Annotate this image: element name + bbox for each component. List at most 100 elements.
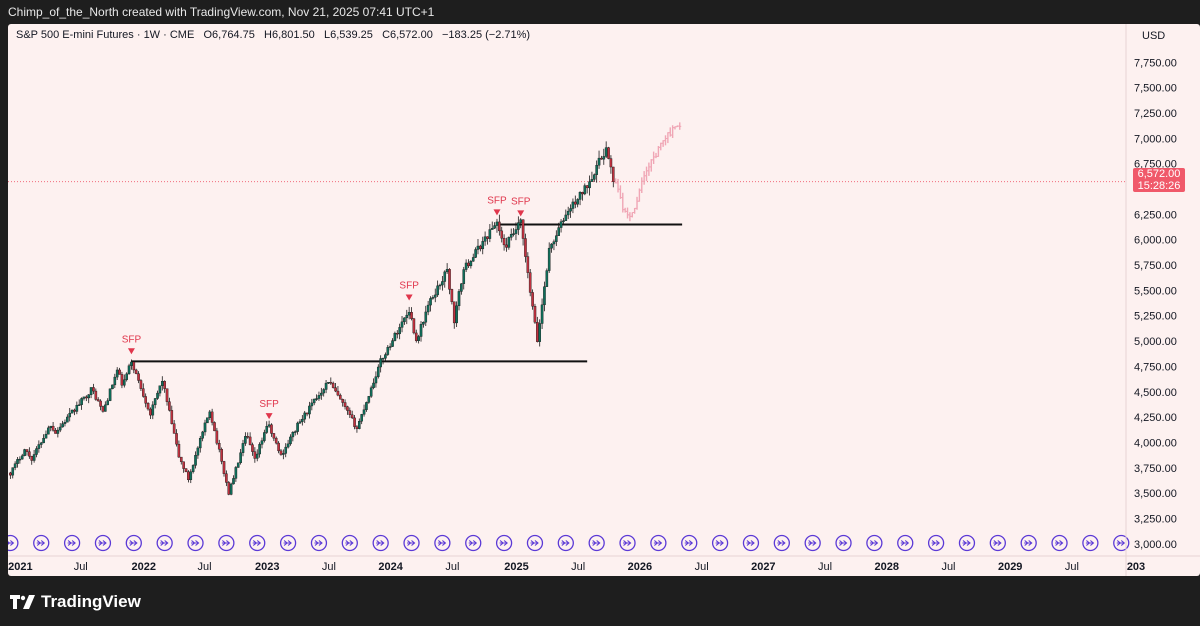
candle <box>571 201 575 209</box>
candle <box>293 431 297 433</box>
candle <box>23 449 26 456</box>
candle <box>177 443 181 458</box>
candle <box>341 399 344 403</box>
fast-forward-icon <box>345 540 354 546</box>
candle <box>255 453 259 459</box>
candle <box>569 208 572 212</box>
candle <box>296 422 299 432</box>
candle <box>581 191 584 195</box>
time-tick-label: Jul <box>818 561 832 573</box>
candle <box>303 412 307 420</box>
candle <box>32 454 36 461</box>
fast-forward-icon <box>1085 540 1095 546</box>
candle <box>450 289 454 302</box>
candle <box>158 385 162 394</box>
symbol-label[interactable]: S&P 500 E-mini Futures · 1W · CME <box>16 29 195 41</box>
candle <box>481 241 485 250</box>
candle <box>113 376 117 386</box>
candle <box>263 432 266 441</box>
fast-forward-icon <box>623 540 632 546</box>
fast-forward-icon <box>160 540 169 546</box>
candle <box>495 221 499 226</box>
tradingview-logo[interactable]: TradingView <box>10 592 141 612</box>
candle <box>44 433 48 439</box>
candle <box>358 421 361 429</box>
candle <box>498 221 501 232</box>
fast-forward-icon <box>746 540 755 546</box>
candle <box>320 392 323 396</box>
candle <box>118 369 121 375</box>
candle <box>519 219 523 223</box>
candle <box>189 471 193 481</box>
candle <box>547 247 551 271</box>
candle <box>160 381 164 386</box>
sfp-arrow-icon <box>517 210 525 217</box>
candle <box>448 269 451 290</box>
price-tick-label: 3,750.00 <box>1134 463 1177 475</box>
candle <box>80 398 83 405</box>
fast-forward-icon <box>931 540 940 546</box>
time-tick-label: 2029 <box>998 561 1022 573</box>
candle <box>533 306 537 323</box>
candle <box>179 456 183 462</box>
fast-forward-icon <box>376 540 385 546</box>
candle <box>35 448 38 455</box>
candle <box>301 418 304 422</box>
attribution-text: Chimp_of_the_North created with TradingV… <box>8 5 435 19</box>
candle <box>153 398 157 406</box>
candle <box>239 452 242 464</box>
chart-panel[interactable]: SFP SFP SFP SFP SFP 3,000.00 3,250.00 3,500.00… <box>8 24 1200 576</box>
candle <box>419 324 423 337</box>
candle <box>346 406 349 411</box>
price-tick-label: 7,750.00 <box>1134 57 1177 69</box>
candle <box>455 305 458 324</box>
candle <box>531 292 534 307</box>
candle <box>213 422 216 432</box>
candle <box>583 185 587 195</box>
candle <box>291 432 295 438</box>
candle <box>540 304 544 324</box>
candle <box>348 410 352 415</box>
candle <box>398 327 401 335</box>
candle <box>191 465 195 472</box>
candle <box>267 424 271 427</box>
candle <box>483 236 487 242</box>
sfp-arrow-icon <box>265 413 273 420</box>
price-chart[interactable]: SFP SFP SFP SFP SFP 3,000.00 3,250.00 3,500.00… <box>8 24 1200 576</box>
candle <box>324 382 328 390</box>
footer: TradingView <box>0 576 1200 626</box>
candle <box>360 414 363 422</box>
price-tick-label: 3,500.00 <box>1134 488 1177 500</box>
candle <box>298 421 302 424</box>
candle <box>134 369 138 374</box>
bar-countdown: 15:28:26 <box>1137 180 1181 192</box>
candle <box>433 294 437 298</box>
candle <box>424 311 428 323</box>
candle <box>106 400 109 406</box>
candle <box>123 379 126 386</box>
high-value: H6,801.50 <box>264 29 315 41</box>
fast-forward-icon <box>839 540 848 546</box>
price-tick-label: 5,000.00 <box>1134 336 1177 348</box>
candle <box>488 229 492 239</box>
candle <box>30 455 34 461</box>
candle <box>229 483 233 495</box>
candle <box>16 459 19 464</box>
candle <box>588 181 591 189</box>
candle <box>51 425 55 431</box>
candle <box>77 404 81 406</box>
candle <box>39 442 43 445</box>
candle <box>317 395 321 399</box>
candle <box>438 284 442 287</box>
candle <box>322 389 325 394</box>
candle <box>187 471 190 481</box>
time-tick-label: Jul <box>1065 561 1079 573</box>
candle <box>210 411 214 423</box>
candle <box>441 281 444 286</box>
candle <box>505 244 508 248</box>
fast-forward-icon <box>808 540 817 546</box>
candle <box>369 387 373 397</box>
currency-label[interactable]: USD <box>1142 30 1166 42</box>
time-tick-label: Jul <box>74 561 88 573</box>
candle <box>602 156 606 160</box>
